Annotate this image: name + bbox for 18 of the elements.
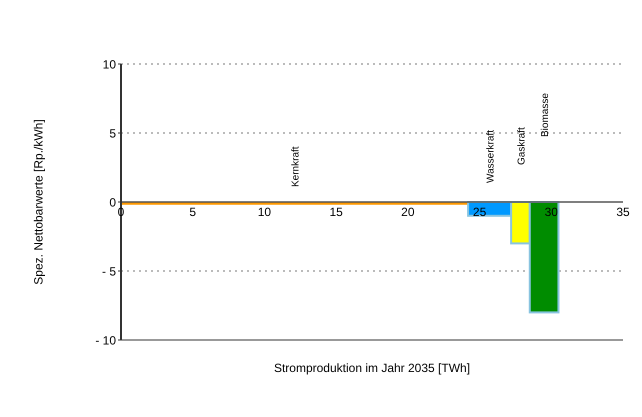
x-axis-title: Stromproduktion im Jahr 2035 [TWh] [274, 361, 470, 375]
y-tick-label: - 5 [102, 264, 116, 278]
y-tick-label: 5 [109, 126, 116, 140]
x-tick-label: 25 [472, 205, 487, 219]
x-tick-label: 20 [401, 205, 415, 219]
annotation: Wasserkraft [486, 130, 497, 183]
x-tick-label: 30 [544, 205, 558, 219]
y-tick-label: 10 [102, 57, 116, 72]
x-tick-label: 5 [189, 205, 196, 219]
x-tick-label: 15 [329, 205, 344, 219]
annotation: Gaskraft [516, 126, 528, 165]
x-tick-label: 10 [258, 205, 272, 219]
y-tick-label: 0 [109, 195, 116, 210]
x-tick-label: 35 [616, 205, 630, 219]
y-tick-label: - 10 [95, 333, 116, 348]
annotation: Biomasse [540, 92, 552, 137]
annotation: Kernkraft [290, 146, 302, 187]
y-axis-title: Spez. Nettobarwerte [Rp./kWh] [31, 119, 46, 285]
